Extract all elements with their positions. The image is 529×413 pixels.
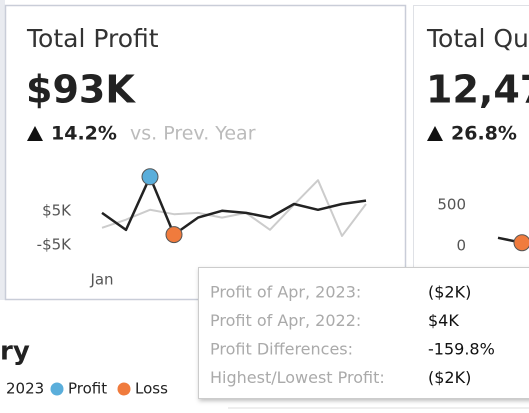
series-line (101, 175, 367, 236)
highlight-point (513, 234, 529, 252)
card-title: Total Qu (426, 24, 529, 53)
card-edge (0, 0, 5, 300)
kpi-value: $93K (26, 68, 136, 112)
tooltip: Profit of Apr, 2023: ($2K) Profit of Apr, … (210, 283, 495, 388)
tooltip-label: Profit Differences: (210, 340, 353, 359)
kpi-note: vs. Prev. Year (130, 123, 256, 145)
tooltip-label: Highest/Lowest Profit: (210, 368, 385, 387)
legend-label: 2023 (6, 380, 44, 398)
legend-swatch (50, 382, 64, 396)
charts: $5K -$5K Jan 500 0 (37, 168, 529, 289)
kpi-change: 26.8% (451, 123, 517, 145)
tooltip-bg (198, 267, 529, 399)
tooltip-value: ($2K) (428, 368, 471, 387)
x-tick-label: Jan (89, 271, 113, 289)
y-tick-label: -$5K (37, 235, 72, 253)
up-arrow (27, 126, 43, 141)
tooltip-value: $4K (428, 311, 459, 330)
kpi-change: 14.2% (51, 123, 117, 145)
series-line (101, 179, 367, 237)
card-title: Total Profit (26, 24, 159, 53)
y-tick-label: 0 (456, 237, 466, 255)
up-arrow (427, 126, 443, 141)
section-title: ry (0, 337, 30, 367)
tooltip-box (198, 267, 529, 399)
tooltip-value: -159.8% (428, 340, 495, 359)
legend: Profit Loss (50, 380, 168, 398)
tooltip-label: Profit of Apr, 2023: (210, 283, 361, 302)
legend-label: Profit (68, 380, 107, 398)
y-tick-label: 500 (437, 196, 466, 214)
legend-label: Loss (135, 380, 168, 398)
y-tick-label: $5K (42, 201, 72, 219)
card (413, 5, 529, 300)
highlight-point (141, 168, 159, 186)
highlight-point (165, 226, 183, 244)
legend-swatch (117, 382, 131, 396)
card (4, 4, 407, 301)
tooltip-value: ($2K) (428, 283, 471, 302)
kpi-value: 12,47 (426, 68, 529, 112)
tooltip-label: Profit of Apr, 2022: (210, 311, 361, 330)
